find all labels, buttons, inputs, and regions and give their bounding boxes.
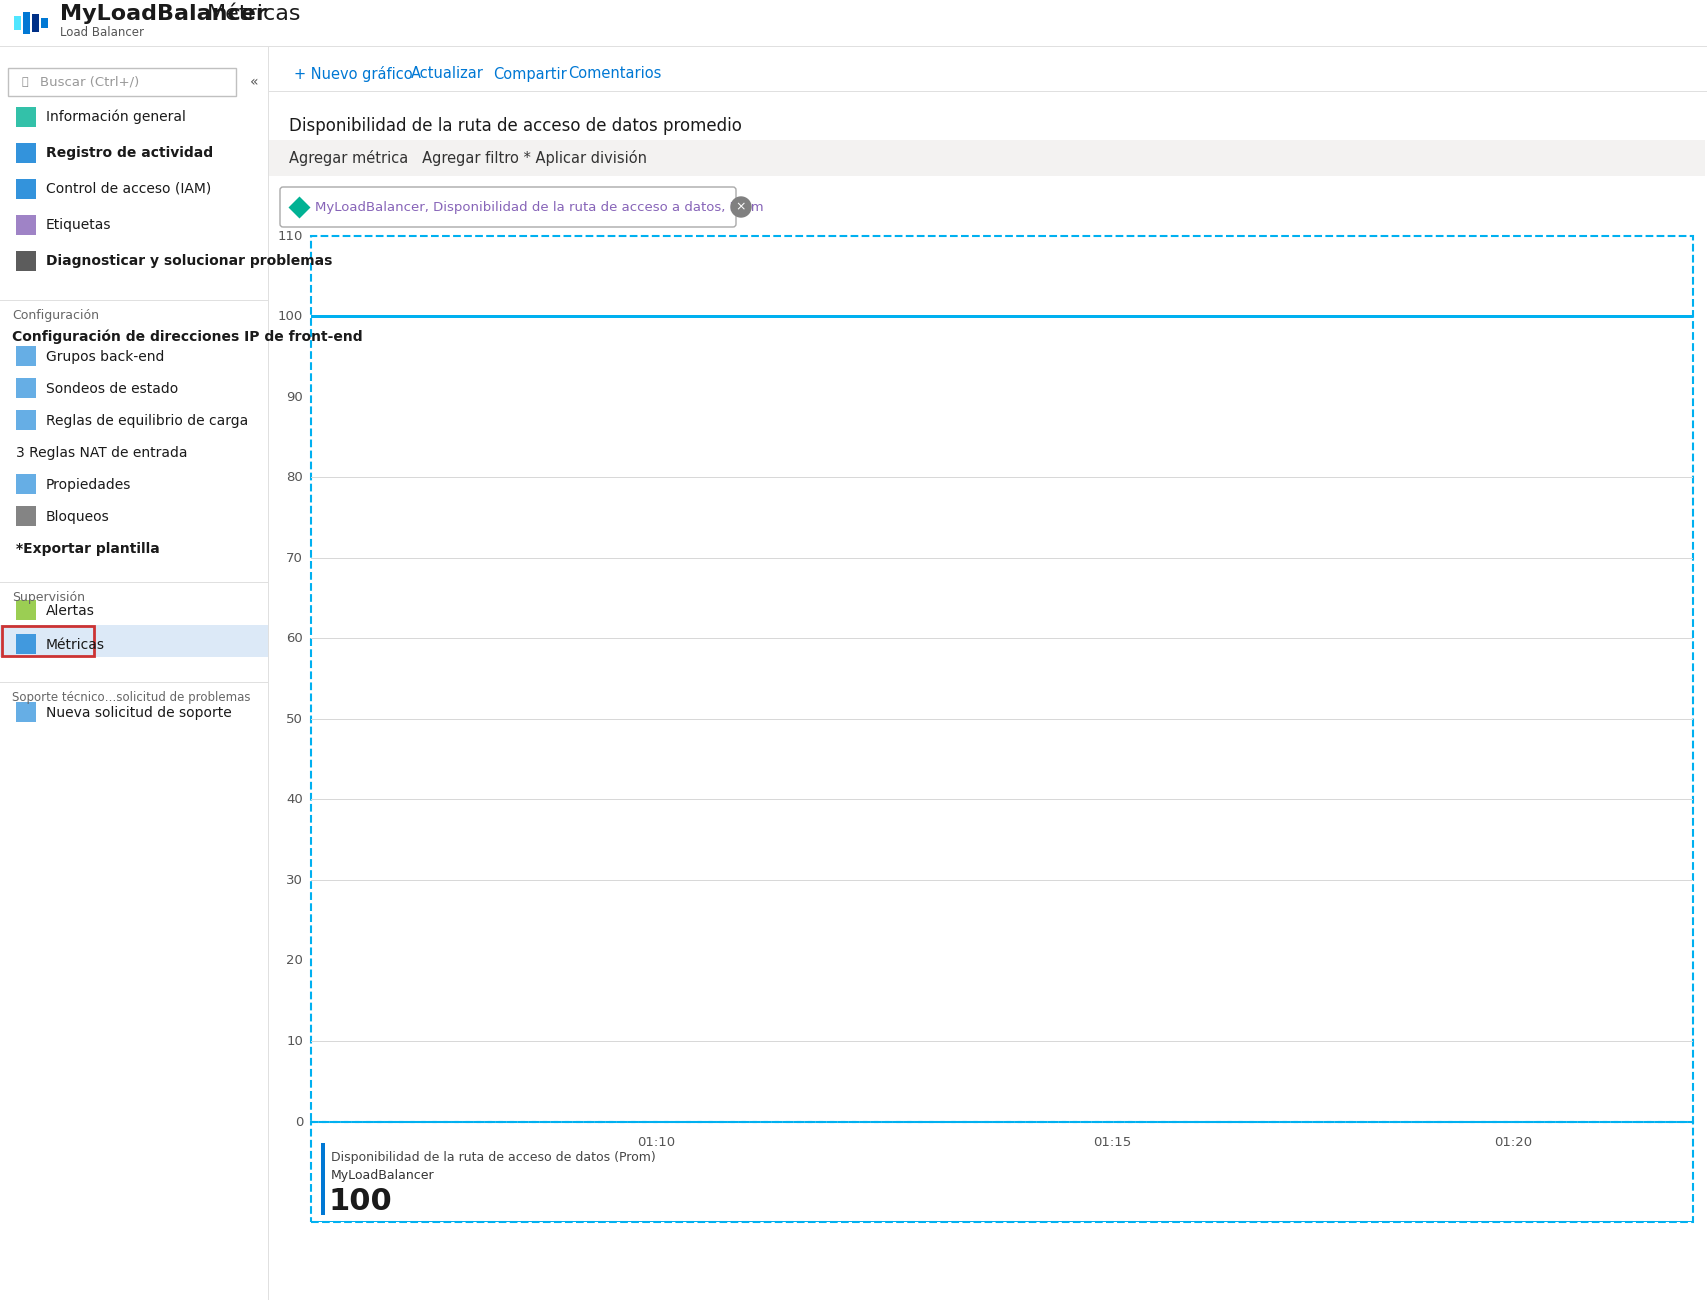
Text: 3 Reglas NAT de entrada: 3 Reglas NAT de entrada [15, 446, 188, 460]
Text: Reglas de equilibrio de carga: Reglas de equilibrio de carga [46, 413, 248, 428]
Bar [41, 18, 48, 29]
Bar [15, 143, 36, 162]
Text: Buscar (Ctrl+/): Buscar (Ctrl+/) [39, 75, 140, 88]
Text: Grupos back-end: Grupos back-end [46, 350, 164, 364]
Text: Compartir: Compartir [493, 66, 567, 82]
Bar [32, 14, 39, 32]
Text: «: « [249, 75, 258, 88]
Bar [15, 634, 36, 654]
Text: Bloqueos: Bloqueos [46, 510, 109, 524]
Bar [15, 179, 36, 199]
Text: Disponibilidad de la ruta de acceso de datos promedio: Disponibilidad de la ruta de acceso de d… [288, 117, 743, 135]
Bar [22, 12, 31, 34]
Text: 01:10: 01:10 [637, 1136, 676, 1149]
Text: Nueva solicitud de soporte: Nueva solicitud de soporte [46, 706, 232, 720]
Bar [0, 46, 268, 1300]
Text: 60: 60 [287, 632, 304, 645]
Text: Configuración de direcciones IP de front-end: Configuración de direcciones IP de front… [12, 329, 362, 343]
Text: 100: 100 [329, 1187, 393, 1217]
Text: Configuración: Configuración [12, 308, 99, 321]
Text: *Exportar plantilla: *Exportar plantilla [15, 542, 160, 556]
Text: Información general: Información general [46, 109, 186, 125]
Bar [15, 474, 36, 494]
Text: 40: 40 [287, 793, 304, 806]
Bar [0, 0, 1707, 46]
Text: Control de acceso (IAM): Control de acceso (IAM) [46, 182, 212, 196]
Text: 30: 30 [287, 874, 304, 887]
Text: 🔍: 🔍 [22, 77, 29, 87]
Bar [14, 16, 20, 30]
Bar [15, 506, 36, 526]
Bar [311, 1122, 1693, 1222]
Text: Disponibilidad de la ruta de acceso de datos (Prom): Disponibilidad de la ruta de acceso de d… [331, 1150, 655, 1164]
Bar [15, 251, 36, 270]
Text: Métricas: Métricas [46, 638, 106, 653]
Bar [15, 378, 36, 398]
Text: Etiquetas: Etiquetas [46, 218, 111, 231]
Text: 10: 10 [287, 1035, 304, 1048]
Bar [9, 68, 236, 96]
Bar [15, 107, 36, 127]
Bar [15, 346, 36, 367]
Text: MyLoadBalancer: MyLoadBalancer [331, 1169, 435, 1182]
Text: ×: × [736, 200, 746, 213]
Text: MyLoadBalancer: MyLoadBalancer [60, 4, 266, 23]
Text: Soporte técnico…solicitud de problemas: Soporte técnico…solicitud de problemas [12, 690, 251, 703]
Bar [15, 601, 36, 620]
Bar [2, 627, 94, 656]
Bar [15, 410, 36, 430]
Text: Registro de actividad: Registro de actividad [46, 146, 213, 160]
Text: Alertas: Alertas [46, 604, 96, 617]
Text: 110: 110 [278, 230, 304, 243]
Text: Supervisión: Supervisión [12, 590, 85, 603]
Text: Propiedades: Propiedades [46, 478, 131, 491]
Text: 01:20: 01:20 [1494, 1136, 1533, 1149]
FancyBboxPatch shape [280, 187, 736, 228]
Text: Actualizar: Actualizar [411, 66, 483, 82]
Bar [0, 625, 268, 656]
Bar [15, 702, 36, 722]
Text: 80: 80 [287, 471, 304, 484]
Text: Sondeos de estado: Sondeos de estado [46, 382, 178, 396]
Text: + Nuevo gráfico: + Nuevo gráfico [294, 66, 413, 82]
Text: 90: 90 [287, 390, 304, 403]
Text: 20: 20 [287, 954, 304, 967]
Text: 100: 100 [278, 309, 304, 322]
Bar [270, 140, 1705, 176]
Text: Métricas: Métricas [207, 4, 302, 23]
Text: Diagnosticar y solucionar problemas: Diagnosticar y solucionar problemas [46, 254, 333, 268]
Bar [311, 237, 1693, 1122]
Circle shape [731, 198, 751, 217]
Text: Comentarios: Comentarios [568, 66, 661, 82]
Bar [311, 315, 1693, 318]
Bar [321, 1143, 324, 1216]
Text: Load Balancer: Load Balancer [60, 26, 143, 39]
Text: 50: 50 [287, 712, 304, 725]
Text: 01:15: 01:15 [1094, 1136, 1132, 1149]
Text: MyLoadBalancer, Disponibilidad de la ruta de acceso a datos, Prom: MyLoadBalancer, Disponibilidad de la rut… [316, 200, 763, 213]
Text: 70: 70 [287, 551, 304, 564]
Text: Agregar métrica   Agregar filtro * Aplicar división: Agregar métrica Agregar filtro * Aplicar… [288, 150, 647, 166]
Bar [15, 214, 36, 235]
Text: 0: 0 [295, 1115, 304, 1128]
